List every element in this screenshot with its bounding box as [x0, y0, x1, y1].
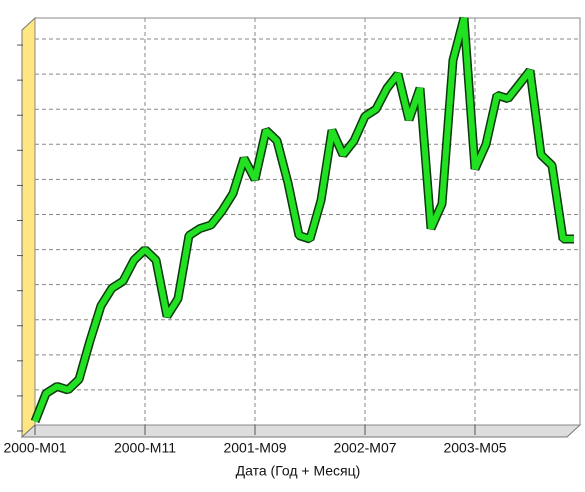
x-tick-label: 2000-M11	[114, 440, 176, 456]
left-wall	[21, 16, 36, 439]
x-axis-title: Дата (Год + Месяц)	[236, 463, 361, 479]
x-tick-label: 2001-M09	[223, 440, 286, 456]
x-tick-label: 2003-M05	[443, 440, 506, 456]
floor	[20, 424, 582, 438]
plot-area	[34, 17, 581, 426]
line	[32, 17, 574, 423]
x-tick-label: 2002-M07	[333, 440, 396, 456]
x-tick-label: 2000-M01	[3, 440, 66, 456]
